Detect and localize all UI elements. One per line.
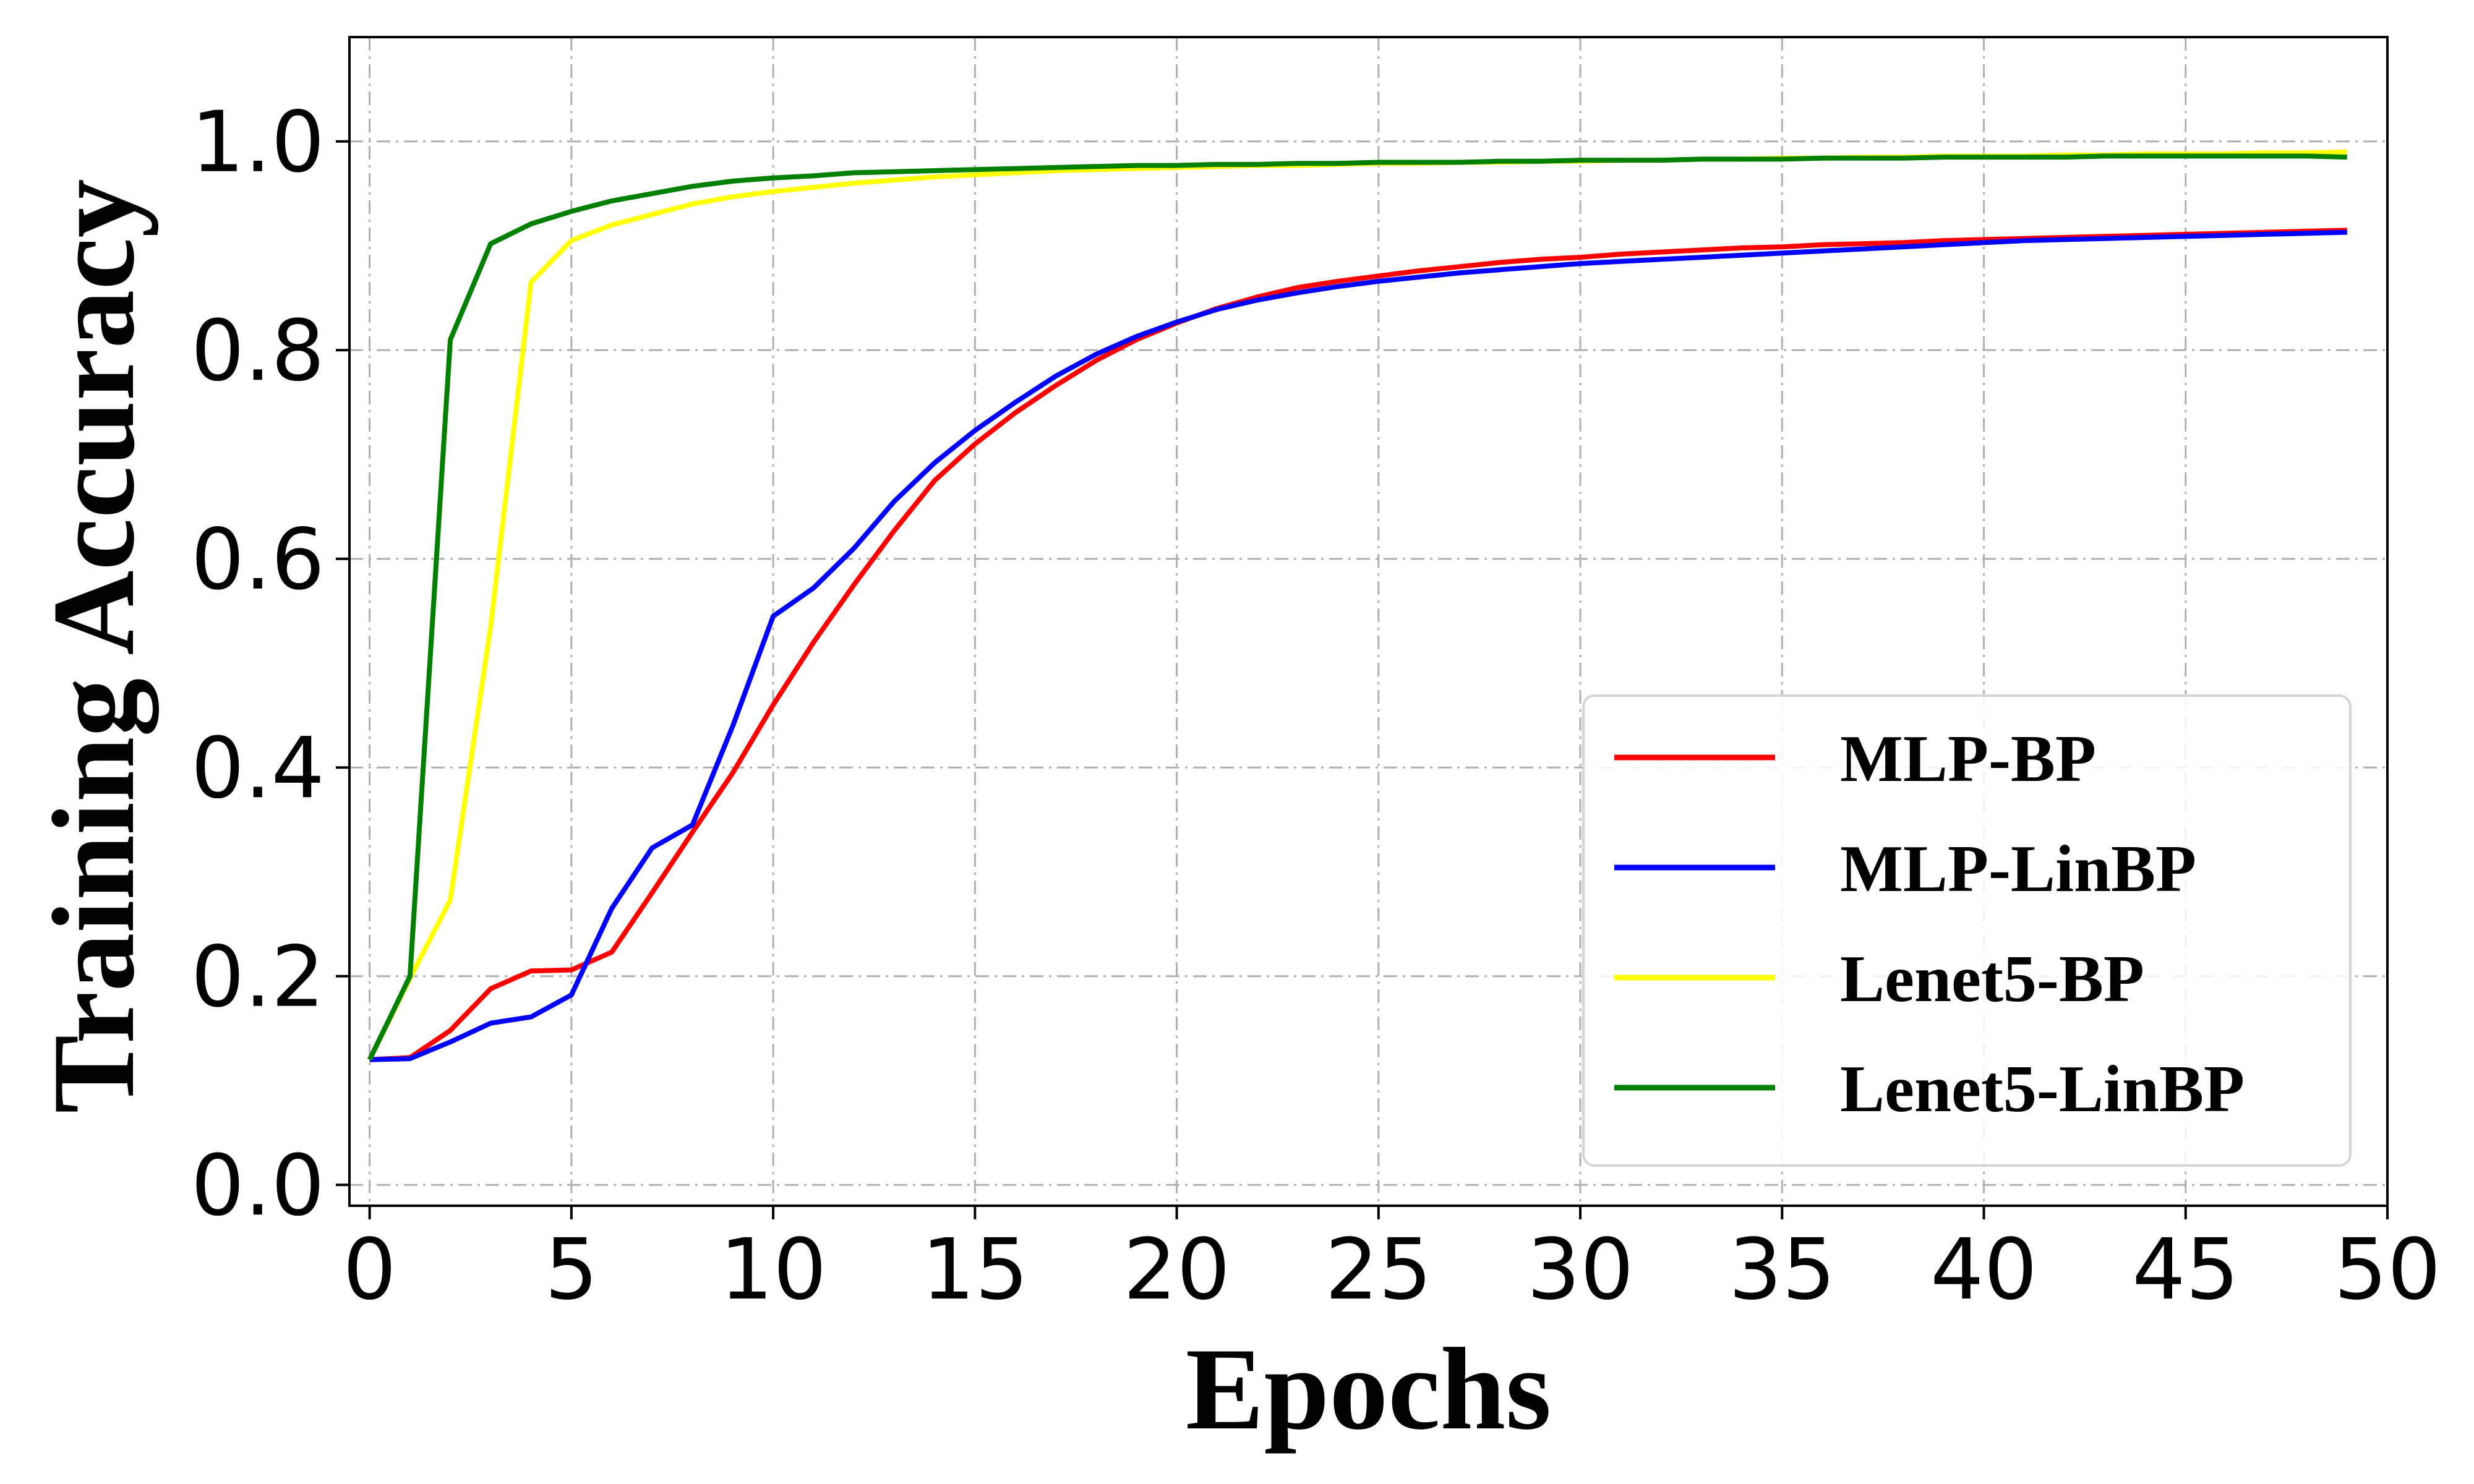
series-line-lenet5-linbp (367, 153, 2347, 1061)
x-tick-label: 45 (2132, 1221, 2239, 1319)
x-tick-label: 20 (1123, 1221, 1230, 1319)
data-series (367, 149, 2347, 1062)
x-tick-label: 40 (1930, 1221, 2037, 1319)
legend-label: MLP-BP (1840, 722, 2096, 796)
x-tick-label: 35 (1729, 1221, 1836, 1319)
x-axis-title: Epochs (1186, 1324, 1551, 1454)
y-axis-title: Training Accuracy (29, 179, 159, 1113)
x-tick-label: 0 (343, 1221, 396, 1319)
legend-item-lenet5-bp: Lenet5-BP (1614, 942, 2144, 1016)
legend-label: MLP-LinBP (1840, 832, 2196, 906)
y-tick-label: 0.0 (191, 1137, 325, 1235)
y-tick-label: 0.2 (191, 929, 325, 1026)
y-tick-label: 0.4 (191, 720, 325, 817)
legend-item-mlp-linbp: MLP-LinBP (1614, 832, 2196, 906)
x-tick-label: 50 (2334, 1221, 2441, 1319)
legend-label: Lenet5-BP (1840, 942, 2144, 1016)
y-tick-label: 0.8 (191, 302, 325, 400)
legend-item-mlp-bp: MLP-BP (1614, 722, 2096, 796)
x-tick-label: 5 (545, 1221, 599, 1319)
y-tick-label: 1.0 (191, 94, 325, 192)
series-line-mlp-linbp (369, 229, 2347, 1062)
plot-area-frame (348, 36, 2389, 1207)
y-tick-label: 0.6 (191, 511, 325, 609)
legend-label: Lenet5-LinBP (1840, 1052, 2245, 1126)
x-tick-label: 30 (1527, 1221, 1634, 1319)
axis-ticks (336, 140, 2389, 1219)
tick-labels: 0 5 10 15 20 25 30 35 40 45 50 0.0 0.2 0.4 0.6 0.8 1.0 (191, 94, 2441, 1319)
legend-item-lenet5-linbp: Lenet5-LinBP (1614, 1052, 2245, 1126)
legend: MLP-BP MLP-LinBP Lenet5-BP Lenet5-LinBP (1582, 694, 2352, 1167)
x-tick-label: 15 (922, 1221, 1029, 1319)
x-tick-label: 25 (1325, 1221, 1432, 1319)
legend-frame (1582, 694, 2352, 1167)
x-tick-label: 10 (720, 1221, 827, 1319)
